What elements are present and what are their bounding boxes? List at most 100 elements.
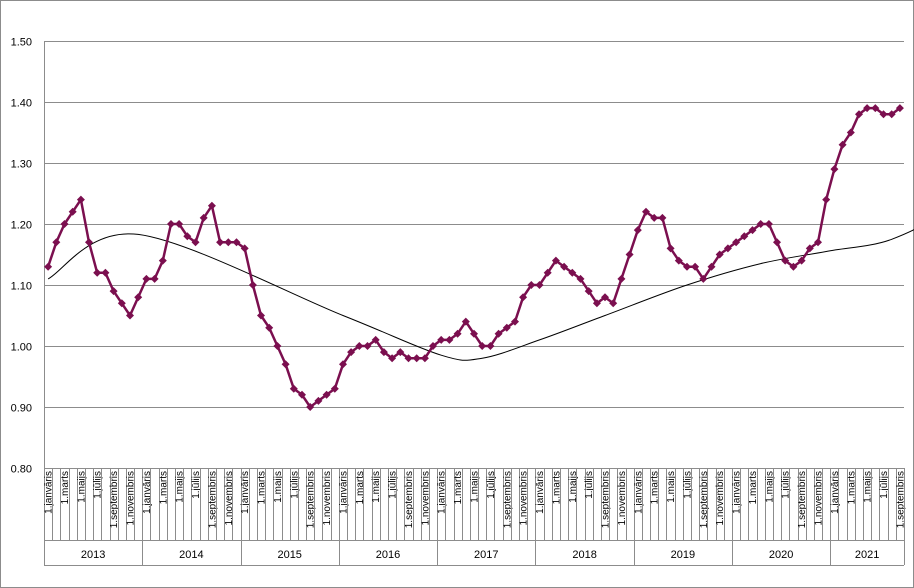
- year-label: 2019: [671, 549, 695, 561]
- data-point: [895, 104, 904, 113]
- data-point: [429, 342, 437, 350]
- data-point: [740, 232, 749, 241]
- month-label: 1.jūlijs: [191, 471, 202, 499]
- month-label: 1.novembris: [224, 471, 235, 525]
- data-point: [306, 403, 315, 411]
- data-point: [494, 329, 503, 338]
- month-label: 1.novembris: [126, 471, 137, 525]
- data-point: [117, 299, 126, 308]
- month-label: 1.janvāris: [535, 471, 546, 514]
- month-label: 1.marts: [60, 471, 71, 504]
- trend-line: [47, 229, 914, 361]
- y-tick-label: 0.90: [11, 403, 32, 415]
- data-point: [797, 256, 806, 265]
- data-point: [76, 195, 85, 204]
- month-label: 1.maijs: [470, 471, 481, 503]
- month-label: 1.marts: [748, 471, 759, 504]
- data-point: [298, 390, 306, 399]
- data-point: [592, 299, 601, 308]
- data-point: [674, 256, 683, 265]
- data-point: [666, 244, 675, 253]
- data-point: [830, 165, 839, 174]
- month-label: 1.janvāris: [437, 471, 448, 514]
- month-label: 1.maijs: [273, 471, 284, 503]
- data-point: [560, 262, 569, 271]
- month-label: 1.janvāris: [633, 471, 644, 514]
- data-point: [543, 268, 552, 277]
- data-point: [535, 281, 544, 289]
- y-tick-label: 1.00: [11, 342, 32, 354]
- data-point: [838, 140, 847, 149]
- month-label: 1.jūlijs: [879, 471, 890, 499]
- month-label: 1.marts: [453, 471, 464, 504]
- data-point: [371, 335, 380, 344]
- data-point: [855, 110, 863, 119]
- data-point: [339, 360, 347, 369]
- data-point: [396, 348, 405, 357]
- month-label: 1.jūlijs: [683, 471, 694, 499]
- data-point: [322, 390, 331, 399]
- data-point: [576, 274, 585, 283]
- month-label: 1.septembris: [797, 471, 808, 528]
- data-point: [85, 238, 93, 247]
- month-label: 1.janvāris: [44, 471, 55, 514]
- data-point: [248, 281, 257, 289]
- data-point: [445, 335, 454, 344]
- data-point: [863, 104, 872, 113]
- data-point: [126, 311, 134, 320]
- data-point: [650, 213, 659, 222]
- data-point: [420, 354, 429, 363]
- data-point: [257, 311, 265, 320]
- data-point: [52, 238, 61, 247]
- data-point: [511, 317, 519, 326]
- data-point: [699, 274, 708, 283]
- month-label: 1.maijs: [863, 471, 874, 503]
- data-point: [363, 342, 372, 350]
- year-label: 2013: [81, 549, 105, 561]
- month-label: 1.novembris: [617, 471, 628, 525]
- month-label: 1.novembris: [420, 471, 431, 525]
- data-point: [584, 287, 593, 296]
- month-label: 1.jūlijs: [584, 471, 595, 499]
- data-point: [224, 238, 233, 247]
- month-label: 1.marts: [650, 471, 661, 504]
- data-point: [478, 342, 487, 350]
- data-point: [691, 262, 700, 271]
- month-label: 1.marts: [257, 471, 268, 504]
- year-label: 2017: [474, 549, 498, 561]
- data-point: [412, 354, 421, 363]
- data-point: [183, 232, 192, 241]
- month-label: 1.jūlijs: [486, 471, 497, 499]
- month-label: 1.maijs: [568, 471, 579, 503]
- data-point: [601, 293, 609, 302]
- data-point: [551, 256, 560, 265]
- year-label: 2020: [769, 549, 793, 561]
- month-label: 1.novembris: [814, 471, 825, 525]
- data-point: [461, 317, 470, 326]
- data-point: [879, 110, 888, 119]
- series-line: [46, 106, 901, 409]
- month-label: 1.septembris: [109, 471, 120, 528]
- data-point: [723, 244, 732, 253]
- month-label: 1.jūlijs: [93, 471, 104, 499]
- data-point: [486, 342, 495, 350]
- month-label: 1.janvāris: [142, 471, 153, 514]
- month-label: 1.maijs: [764, 471, 775, 503]
- data-point: [265, 323, 274, 332]
- month-label: 1.marts: [846, 471, 857, 504]
- month-label: 1.marts: [551, 471, 562, 504]
- data-point: [240, 244, 249, 253]
- data-point: [707, 262, 716, 271]
- data-point: [68, 207, 77, 216]
- data-point: [773, 238, 781, 247]
- data-point: [273, 342, 282, 350]
- month-label: 1.janvāris: [830, 471, 841, 514]
- data-point: [289, 384, 298, 393]
- data-point: [216, 238, 225, 247]
- month-label: 1.septembris: [699, 471, 710, 528]
- data-point: [388, 354, 397, 363]
- data-point: [814, 238, 822, 247]
- data-point: [822, 195, 831, 204]
